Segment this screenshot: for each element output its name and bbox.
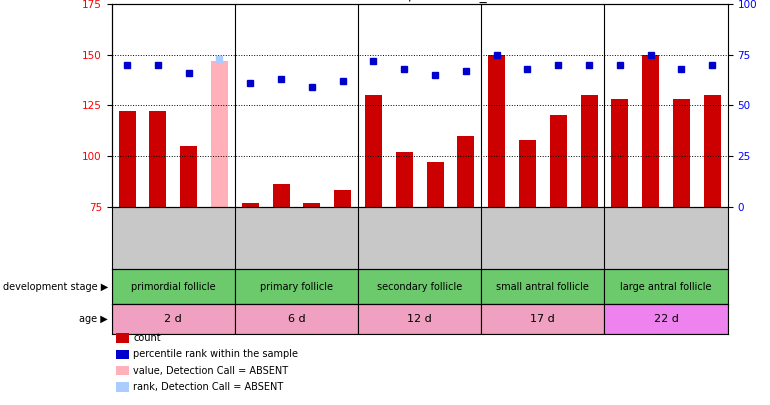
- Bar: [149, 111, 166, 207]
- Bar: [358, 269, 481, 304]
- Text: 2 d: 2 d: [164, 314, 182, 324]
- Text: small antral follicle: small antral follicle: [497, 281, 589, 292]
- Bar: [180, 146, 197, 207]
- Bar: [303, 202, 320, 207]
- Text: primary follicle: primary follicle: [260, 281, 333, 292]
- Bar: [604, 304, 728, 334]
- Bar: [481, 269, 604, 304]
- Bar: [488, 55, 505, 207]
- Text: development stage ▶: development stage ▶: [2, 281, 108, 292]
- Bar: [235, 304, 358, 334]
- Bar: [519, 140, 536, 207]
- Bar: [642, 55, 659, 207]
- Text: 6 d: 6 d: [288, 314, 305, 324]
- Text: secondary follicle: secondary follicle: [377, 281, 462, 292]
- Text: primordial follicle: primordial follicle: [131, 281, 216, 292]
- Bar: [673, 99, 690, 207]
- Text: 12 d: 12 d: [407, 314, 432, 324]
- Bar: [604, 269, 728, 304]
- Text: age ▶: age ▶: [79, 314, 108, 324]
- Title: GDS1265 / 1423911_at: GDS1265 / 1423911_at: [339, 0, 500, 3]
- Bar: [211, 61, 228, 207]
- Bar: [112, 304, 235, 334]
- Bar: [704, 95, 721, 207]
- Bar: [581, 95, 598, 207]
- Text: 22 d: 22 d: [654, 314, 678, 324]
- Text: rank, Detection Call = ABSENT: rank, Detection Call = ABSENT: [133, 382, 283, 392]
- Text: 17 d: 17 d: [531, 314, 555, 324]
- Bar: [334, 190, 351, 207]
- Bar: [358, 304, 481, 334]
- Bar: [365, 95, 382, 207]
- Bar: [396, 152, 413, 207]
- Bar: [427, 162, 444, 207]
- Bar: [481, 304, 604, 334]
- Bar: [611, 99, 628, 207]
- Bar: [112, 269, 235, 304]
- Text: count: count: [133, 333, 161, 343]
- Text: large antral follicle: large antral follicle: [621, 281, 711, 292]
- Bar: [119, 111, 136, 207]
- Bar: [457, 136, 474, 207]
- Bar: [235, 269, 358, 304]
- Bar: [242, 202, 259, 207]
- Text: value, Detection Call = ABSENT: value, Detection Call = ABSENT: [133, 366, 288, 375]
- Text: percentile rank within the sample: percentile rank within the sample: [133, 350, 298, 359]
- Bar: [273, 184, 290, 207]
- Bar: [550, 115, 567, 207]
